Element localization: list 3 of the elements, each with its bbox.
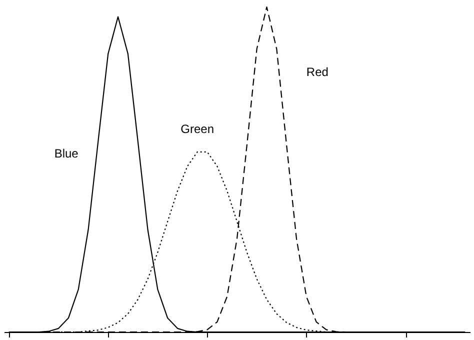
series-label: Blue [54, 146, 79, 160]
text: Red [306, 65, 328, 79]
series-label: Green [180, 122, 214, 136]
